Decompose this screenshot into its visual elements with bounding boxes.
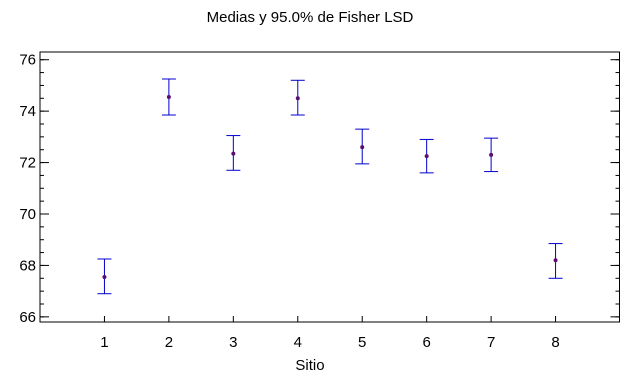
x-axis-label: Sitio (295, 357, 325, 374)
mean-point (489, 152, 494, 157)
y-tick-label: 68 (19, 257, 36, 274)
mean-point (295, 96, 300, 101)
mean-point (166, 95, 171, 99)
y-tick-label: 72 (19, 155, 36, 172)
y-tick-label: 66 (19, 309, 36, 326)
x-tick-label: 8 (551, 334, 559, 351)
mean-point (360, 145, 365, 150)
x-tick-label: 5 (358, 334, 366, 351)
mean-point (102, 275, 107, 279)
y-tick-label: 70 (19, 206, 36, 223)
x-tick-label: 7 (487, 334, 495, 351)
y-tick-label: 76 (19, 52, 36, 69)
mean-point (553, 258, 558, 263)
plot-frame (39, 51, 620, 323)
x-tick-label: 4 (294, 334, 302, 351)
x-tick-label: 2 (165, 334, 173, 351)
mean-point (231, 151, 236, 156)
x-tick-label: 3 (229, 334, 237, 351)
x-tick-label: 1 (100, 334, 108, 351)
y-tick-label: 74 (19, 103, 36, 120)
chart-title: Medias y 95.0% de Fisher LSD (206, 9, 414, 26)
mean-point (424, 154, 429, 159)
x-tick-label: 6 (422, 334, 430, 351)
